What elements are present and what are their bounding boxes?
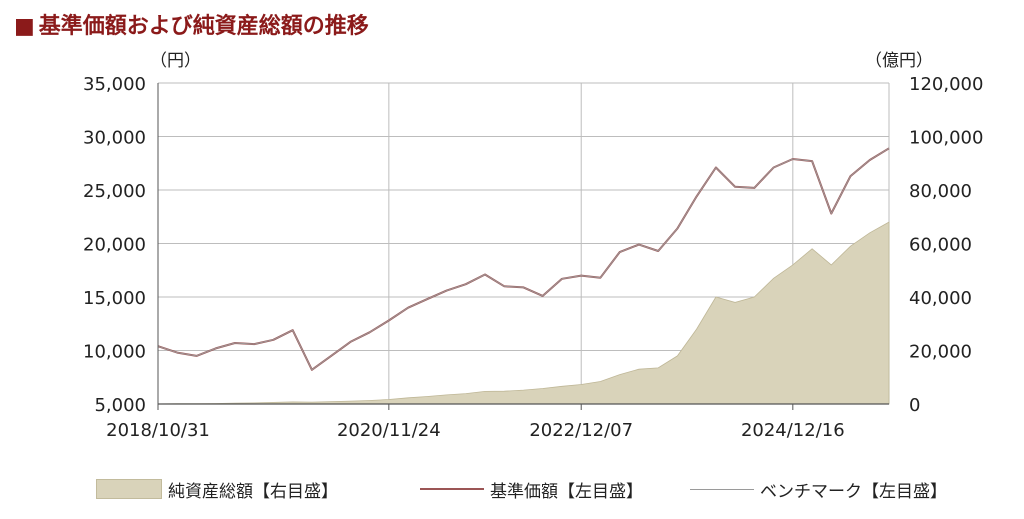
left-tick-label: 10,000 — [83, 342, 146, 363]
chart-plot: 5,000 10,000 15,000 20,000 25,000 30,000 35,00… — [83, 51, 983, 441]
title-marker: ■ — [14, 14, 35, 39]
net-assets-area-layer — [157, 221, 890, 405]
right-tick-label: 0 — [909, 395, 920, 416]
x-tick-label: 2022/12/07 — [529, 420, 633, 441]
benchmark-line — [157, 147, 890, 371]
legend-item-benchmark: ベンチマーク【左目盛】 — [690, 474, 947, 504]
left-tick-label: 30,000 — [83, 128, 146, 149]
left-axis-unit: （円） — [150, 51, 201, 71]
legend-swatch-nav-line — [420, 488, 484, 490]
left-tick-label: 25,000 — [83, 181, 146, 202]
plot-frame — [157, 83, 889, 410]
right-tick-label: 100,000 — [909, 128, 983, 149]
axis-labels: 5,000 10,000 15,000 20,000 25,000 30,000 35,00… — [83, 51, 983, 441]
title-text: 基準価額および純資産総額の推移 — [38, 14, 369, 39]
left-tick-label: 15,000 — [83, 288, 146, 309]
x-tick-label: 2024/12/16 — [741, 420, 845, 441]
left-tick-label: 5,000 — [94, 395, 146, 416]
legend-label-benchmark: ベンチマーク【左目盛】 — [760, 481, 947, 502]
left-tick-label: 35,000 — [83, 74, 146, 95]
right-tick-label: 120,000 — [909, 74, 983, 95]
line-series-layer — [157, 147, 890, 371]
chart-title: ■ 基準価額および純資産総額の推移 — [14, 8, 369, 40]
net-assets-area — [157, 221, 890, 405]
right-tick-label: 60,000 — [909, 235, 972, 256]
legend-item-net-assets: 純資産総額【右目盛】 — [96, 474, 338, 504]
legend-item-nav: 基準価額【左目盛】 — [420, 474, 643, 504]
right-tick-label: 40,000 — [909, 288, 972, 309]
legend-swatch-area — [96, 479, 162, 499]
legend: 純資産総額【右目盛】 基準価額【左目盛】 ベンチマーク【左目盛】 — [0, 474, 1024, 504]
right-tick-label: 20,000 — [909, 342, 972, 363]
right-axis-unit: （億円） — [865, 51, 933, 71]
right-tick-label: 80,000 — [909, 181, 972, 202]
legend-swatch-benchmark-line — [690, 488, 754, 490]
legend-label-nav: 基準価額【左目盛】 — [490, 481, 643, 502]
left-tick-label: 20,000 — [83, 235, 146, 256]
x-tick-label: 2020/11/24 — [337, 420, 441, 441]
legend-label-net-assets: 純資産総額【右目盛】 — [168, 481, 338, 502]
x-tick-label: 2018/10/31 — [106, 420, 210, 441]
